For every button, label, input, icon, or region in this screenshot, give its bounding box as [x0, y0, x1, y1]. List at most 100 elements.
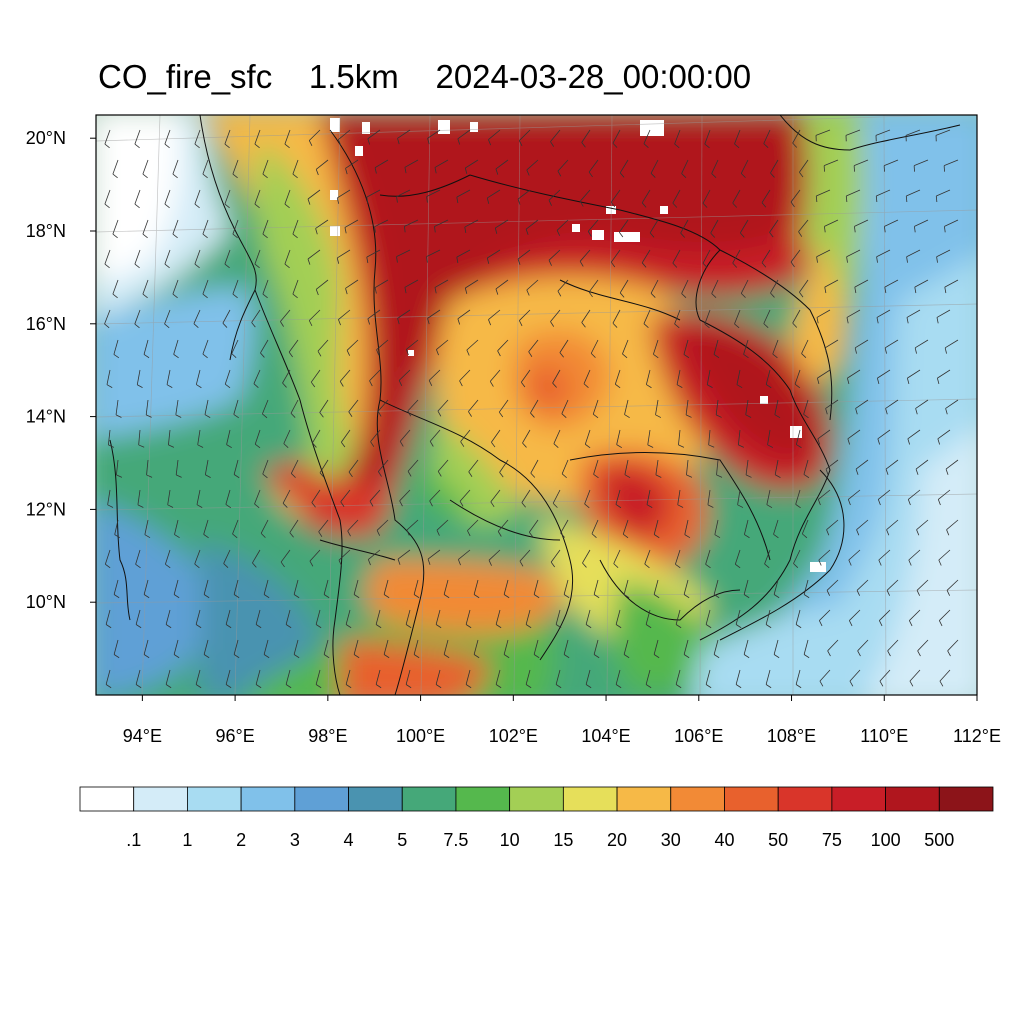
wind-barb-flag [517, 258, 521, 265]
wind-barb-flag [680, 232, 685, 238]
wind-barb [104, 249, 111, 265]
wind-barb [647, 429, 651, 445]
wind-barb [224, 369, 231, 385]
x-tick-label: 100°E [396, 726, 445, 746]
wind-barb-flag [396, 196, 398, 203]
wind-barb-flag [735, 684, 742, 689]
wind-barb [202, 339, 209, 355]
wind-barb [458, 549, 471, 560]
wind-barb [172, 219, 179, 235]
wind-barb [705, 669, 711, 685]
wind-barb [683, 339, 689, 355]
colorbar-label: .1 [126, 830, 141, 850]
wind-barb-flag [877, 438, 881, 445]
wind-barb-flag [944, 347, 947, 354]
wind-barb [225, 609, 231, 625]
wind-barb [528, 339, 539, 352]
wind-barb [204, 399, 209, 415]
wind-barb [581, 309, 591, 323]
wind-barb-flag [885, 408, 888, 415]
wind-barb-flag [292, 173, 298, 179]
wind-barb [854, 219, 869, 227]
wind-barb-flag [711, 173, 717, 178]
co-concentration-field [96, 115, 977, 695]
wind-barb-flag [194, 203, 200, 209]
wind-barb-flag [935, 196, 938, 203]
wind-barb [704, 129, 711, 145]
wind-barb-flag [346, 350, 351, 356]
wind-barb [284, 189, 291, 205]
wind-barb [935, 129, 951, 136]
wind-barb [498, 399, 509, 413]
wind-barb-flag [348, 411, 353, 417]
wind-barb [525, 219, 539, 230]
wind-barb [165, 669, 171, 685]
wind-barb [745, 399, 749, 415]
wind-barb [135, 669, 141, 685]
wind-barb [877, 429, 891, 440]
wind-barb [338, 309, 351, 320]
wind-barb [845, 129, 861, 136]
wind-barb-flag [284, 143, 290, 149]
wind-barb [906, 249, 921, 258]
wind-barb [316, 279, 329, 290]
wind-barb-flag [404, 167, 407, 174]
wind-barb-flag [488, 139, 492, 146]
wind-barb-flag [645, 684, 652, 689]
wind-barb-flag [766, 504, 773, 509]
wind-barb-flag [793, 563, 799, 568]
wind-barb-flag [803, 474, 810, 479]
wind-barb-flag [876, 317, 879, 324]
wind-barb-flag [530, 472, 536, 478]
wind-barb [683, 579, 689, 595]
colorbar-swatch [831, 786, 886, 812]
wind-barb [765, 369, 771, 385]
wind-barb [561, 399, 569, 414]
wind-barb [456, 249, 471, 258]
wind-barb-flag [167, 504, 174, 508]
wind-barb-flag [674, 143, 680, 149]
wind-barb [584, 489, 591, 505]
wind-barb-flag [202, 353, 208, 359]
wind-barb-flag [672, 262, 678, 268]
wind-barb [886, 519, 899, 530]
wind-barb-flag [827, 650, 831, 657]
wind-barb-flag [518, 320, 523, 327]
wind-barb [615, 609, 621, 625]
wind-barb-flag [374, 167, 377, 174]
wind-barb [765, 609, 771, 625]
wind-barb [204, 459, 209, 475]
wind-barb-flag [906, 256, 908, 263]
wind-barb [255, 669, 261, 685]
wind-barb [886, 579, 899, 591]
wind-barb [763, 309, 771, 324]
wind-barb [260, 339, 269, 354]
wind-barb [612, 129, 621, 144]
wind-barb [495, 609, 501, 625]
x-tick-label: 102°E [489, 726, 538, 746]
wind-barb-flag [907, 438, 911, 445]
wind-barb [773, 579, 779, 595]
wind-barb-flag [383, 654, 390, 659]
wind-barb-flag [799, 172, 804, 178]
wind-barb [232, 159, 239, 175]
wind-barb [375, 609, 381, 625]
wind-barb [137, 489, 141, 505]
wind-barb [826, 519, 839, 530]
wind-barb [553, 429, 561, 444]
wind-barb [427, 129, 441, 139]
colorbar-swatch [724, 786, 779, 812]
wind-barb [734, 129, 741, 145]
wind-barb-flag [612, 142, 618, 148]
wind-barb-flag [226, 444, 232, 449]
wind-barb [583, 369, 591, 384]
wind-barb [846, 249, 861, 258]
wind-barb-flag [707, 384, 713, 388]
wind-barb [585, 609, 591, 625]
wind-barb [232, 219, 239, 235]
wind-barb [284, 129, 291, 145]
wind-barb-flag [202, 233, 208, 239]
wind-barb [396, 249, 411, 258]
title-time: 2024-03-28_00:00:00 [435, 58, 752, 95]
wind-barb [115, 399, 119, 415]
